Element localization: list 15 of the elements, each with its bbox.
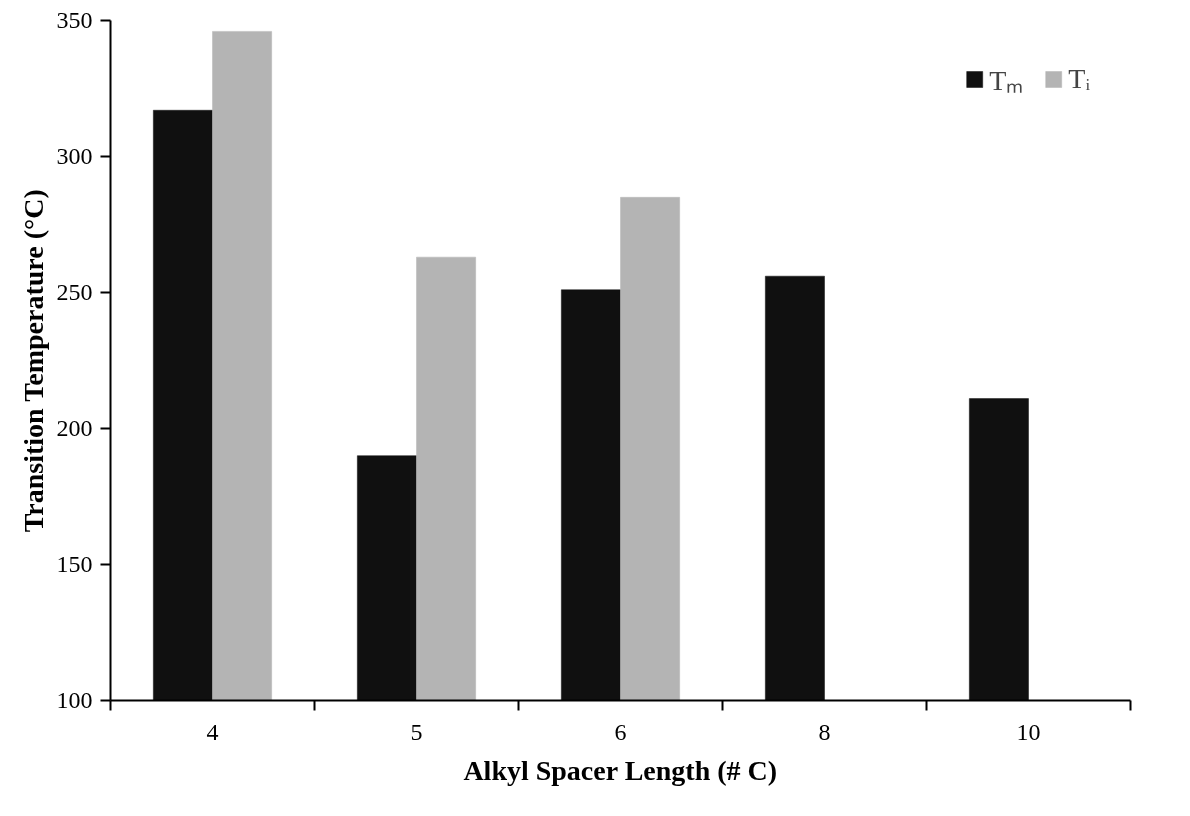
x-tick-label: 6: [614, 718, 627, 745]
y-tick-label: 300: [56, 143, 93, 169]
y-tick-label: 150: [56, 551, 93, 577]
x-tick-label: 10: [1016, 718, 1041, 745]
y-tick-label: 350: [56, 7, 93, 33]
x-tick-label: 8: [818, 718, 831, 745]
legend-label: Tₘ: [989, 64, 1024, 98]
x-tick-label: 5: [410, 718, 423, 745]
y-tick-label: 200: [56, 415, 93, 441]
x-tick-label: 4: [206, 718, 219, 745]
y-tick-label: 100: [56, 687, 93, 713]
y-axis-title: Transition Temperature (°C): [17, 189, 49, 533]
legend-label: Tᵢ: [1068, 63, 1090, 95]
x-axis-title: Alkyl Spacer Length (# C): [463, 754, 778, 786]
y-tick-label: 250: [56, 279, 93, 305]
